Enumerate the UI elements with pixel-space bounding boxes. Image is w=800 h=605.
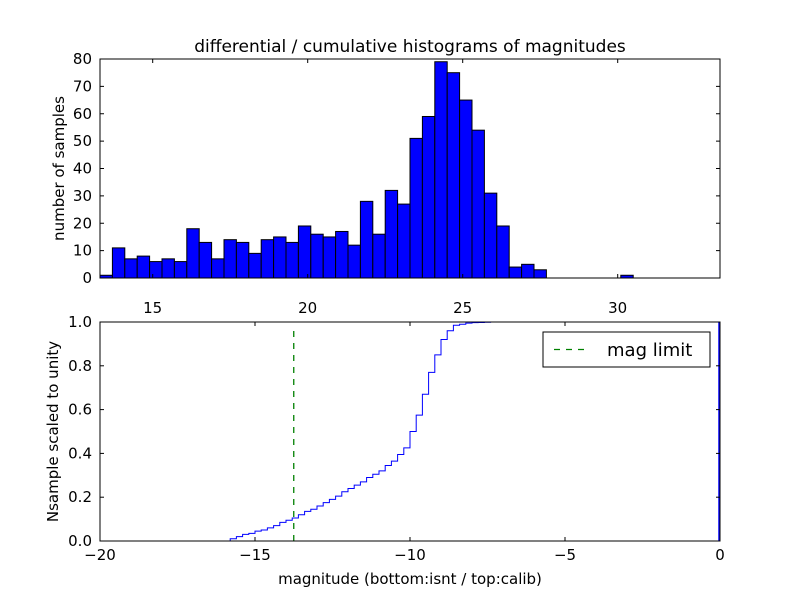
histogram-bar <box>483 192 498 279</box>
histogram-bar <box>198 241 213 279</box>
histogram-bar <box>161 258 175 279</box>
histogram-bar <box>397 203 411 279</box>
top-y-tick-label: 80 <box>73 50 92 68</box>
histogram-bar <box>310 233 324 279</box>
histogram-bar <box>111 247 126 279</box>
bottom-x-axis-label: magnitude (bottom:isnt / top:calib) <box>278 570 542 588</box>
histogram-bar <box>421 115 436 279</box>
histogram-bar <box>235 241 250 279</box>
bottom-x-tick-label: −20 <box>84 546 116 564</box>
top-y-tick-label: 30 <box>73 187 92 205</box>
top-axis-ticks: 15 20 25 30 0 10 20 30 40 50 60 70 80 <box>73 50 720 317</box>
bottom-y-tick-label: 0.4 <box>68 444 92 462</box>
histogram-bar <box>211 258 225 279</box>
histogram-bar <box>248 252 262 279</box>
histogram-bar <box>384 189 399 279</box>
histogram-bar <box>496 225 510 279</box>
histogram-bar <box>434 61 448 279</box>
histogram-bar <box>173 261 188 279</box>
histogram-bar <box>149 261 163 279</box>
top-y-tick-label: 50 <box>73 132 92 150</box>
top-x-tick-label: 25 <box>453 299 472 317</box>
bottom-y-tick-label: 1.0 <box>68 313 92 331</box>
cumulative-line <box>100 321 719 542</box>
histogram-bar <box>223 239 237 279</box>
histogram-bar <box>521 263 535 279</box>
bottom-y-tick-label: 0.6 <box>68 401 92 419</box>
legend: mag limit <box>542 331 711 368</box>
histogram-bar <box>335 230 349 279</box>
histogram-bar <box>372 233 386 279</box>
bottom-y-tick-label: 0.2 <box>68 488 92 506</box>
histogram-bar <box>136 255 151 279</box>
histogram-bar <box>322 236 337 279</box>
histogram-bar <box>297 225 312 279</box>
cumulative-series <box>100 321 720 542</box>
histogram-bar <box>186 228 200 279</box>
bottom-cumulative-axes: −20 −15 −10 −5 0 0.0 0.2 0.4 0.6 0.8 1.0 magnitude… <box>44 313 725 588</box>
top-y-tick-label: 60 <box>73 105 92 123</box>
histogram-bar <box>446 72 461 279</box>
bottom-y-tick-label: 0.0 <box>68 532 92 550</box>
histogram-bar <box>347 244 361 279</box>
histogram-bar <box>359 200 374 279</box>
legend-mag-limit-label: mag limit <box>607 340 692 361</box>
bottom-axis-ticks: −20 −15 −10 −5 0 0.0 0.2 0.4 0.6 0.8 1.0 <box>68 313 725 564</box>
bottom-x-tick-label: −5 <box>554 546 576 564</box>
bottom-y-axis-label: Nsample scaled to unity <box>44 341 62 522</box>
top-y-tick-label: 0 <box>82 269 92 287</box>
histogram-bar <box>471 129 485 279</box>
top-x-tick-label: 30 <box>608 299 627 317</box>
histogram-bar <box>124 258 138 279</box>
top-x-tick-label: 15 <box>143 299 162 317</box>
top-y-axis-label: number of samples <box>50 96 68 241</box>
bottom-y-tick-label: 0.8 <box>68 357 92 375</box>
bottom-x-tick-label: 0 <box>715 546 725 564</box>
top-histogram-axes: differential / cumulative histograms of … <box>50 37 721 317</box>
histogram-bar <box>273 236 287 279</box>
top-y-tick-label: 20 <box>73 214 92 232</box>
histogram-bars <box>99 61 634 279</box>
top-y-tick-label: 70 <box>73 77 92 95</box>
top-y-tick-label: 10 <box>73 242 92 260</box>
histogram-bar <box>260 239 275 279</box>
histogram-bar <box>533 269 547 279</box>
histogram-bar <box>285 241 299 279</box>
legend-box <box>542 331 711 368</box>
histogram-bar <box>508 266 523 279</box>
top-y-tick-label: 40 <box>73 160 92 178</box>
histogram-bar <box>409 137 423 279</box>
chart-title: differential / cumulative histograms of … <box>194 37 626 57</box>
histogram-bar <box>459 99 473 279</box>
bottom-x-tick-label: −15 <box>239 546 271 564</box>
bottom-x-tick-label: −10 <box>394 546 426 564</box>
top-x-tick-label: 20 <box>298 299 317 317</box>
